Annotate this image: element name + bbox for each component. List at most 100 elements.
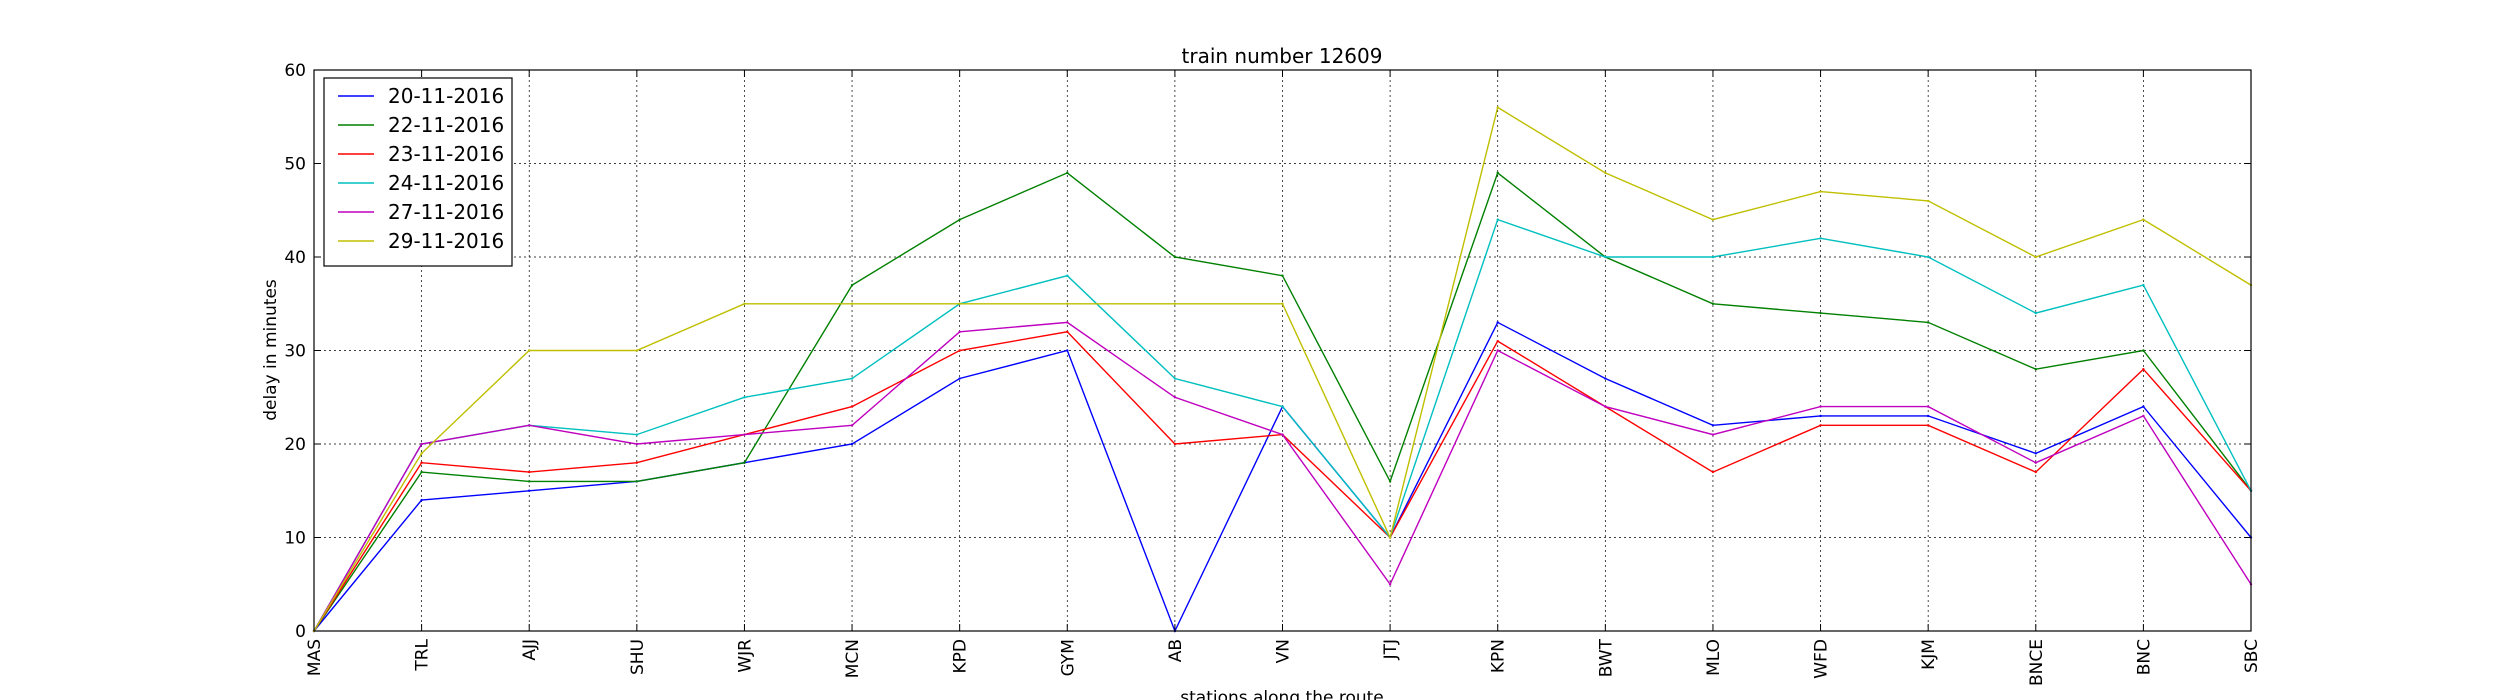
y-tick-label: 50 [284, 155, 306, 175]
data-point [635, 461, 639, 464]
data-point [1173, 396, 1177, 399]
data-point [1819, 311, 1822, 315]
x-tick-label: SHU [628, 639, 648, 675]
data-point [850, 283, 854, 287]
data-point [1926, 321, 1930, 324]
data-point [1711, 255, 1715, 259]
x-tick-label: KPD [951, 639, 971, 674]
data-point [1819, 405, 1822, 408]
chart-title: train number 12609 [1182, 44, 1383, 68]
data-point [2034, 311, 2037, 315]
data-point [1819, 237, 1822, 240]
legend-label: 24-11-2016 [388, 171, 504, 195]
data-point [635, 433, 639, 436]
y-tick-label: 20 [284, 435, 306, 455]
data-point [1819, 424, 1822, 427]
x-tick-label: TRL [413, 638, 433, 671]
legend-item: 27-11-2016 [338, 200, 504, 224]
legend-label: 29-11-2016 [388, 229, 504, 253]
data-point [1066, 171, 1069, 175]
x-tick-label: WJR [735, 639, 755, 673]
legend-label: 23-11-2016 [388, 142, 504, 166]
x-tick-label: JTJ [1381, 639, 1401, 660]
x-axis: MAS TRL AJJ SHU WJR MCN KPD GYM AB VN JTJ KPN BWT MLO… [305, 70, 2262, 686]
data-point [528, 489, 531, 492]
data-point [2142, 368, 2145, 371]
x-tick-label: BNCE [2027, 639, 2047, 686]
y-tick-label: 30 [284, 342, 306, 362]
y-axis-label: delay in minutes [261, 279, 281, 421]
data-point [1496, 339, 1499, 343]
data-point [1496, 321, 1499, 324]
x-tick-label: WFD [1812, 639, 1832, 679]
x-tick-label: MCN [843, 639, 863, 678]
data-point [1604, 255, 1607, 259]
legend-item: 22-11-2016 [338, 113, 504, 137]
data-point [2034, 368, 2037, 371]
data-point [2034, 461, 2037, 464]
data-point [2142, 405, 2145, 408]
data-point [1388, 536, 1392, 539]
data-point [1173, 302, 1177, 305]
data-point [958, 330, 961, 333]
data-point [528, 349, 531, 352]
data-point [1711, 424, 1715, 427]
x-tick-label: VN [1274, 639, 1294, 663]
data-point [1066, 330, 1069, 333]
data-point [743, 396, 746, 399]
data-point [528, 480, 531, 483]
x-tick-label: GYM [1058, 639, 1078, 676]
data-point [1388, 583, 1392, 586]
data-point [1496, 349, 1499, 352]
data-point [2034, 470, 2037, 474]
legend: 20-11-2016 22-11-2016 23-11-2016 24-11-2016… [323, 77, 513, 267]
data-point [1066, 274, 1069, 277]
data-point [850, 377, 854, 380]
legend-label: 22-11-2016 [388, 113, 504, 137]
data-point [1926, 255, 1930, 259]
x-axis-label: stations along the route [1180, 688, 1384, 700]
x-tick-label: AB [1166, 639, 1186, 662]
data-point [420, 498, 423, 502]
y-axis: 0 10 20 30 40 50 60 [284, 61, 2251, 642]
data-point [958, 218, 961, 221]
data-point [1066, 302, 1069, 305]
x-tick-label: KPN [1489, 639, 1509, 673]
legend-label: 20-11-2016 [388, 84, 504, 108]
x-tick-label: BWT [1596, 638, 1616, 677]
data-point [420, 442, 423, 446]
data-point [1066, 321, 1069, 324]
data-point [850, 442, 854, 446]
data-point [1926, 199, 1930, 203]
data-point [1281, 302, 1284, 305]
y-tick-label: 60 [284, 61, 306, 81]
x-tick-label: MAS [305, 639, 325, 676]
data-point [635, 480, 639, 483]
data-point [958, 302, 961, 305]
data-point [1281, 405, 1284, 408]
data-point [420, 470, 423, 474]
data-point [743, 433, 746, 436]
data-point [2142, 349, 2145, 352]
data-point [1281, 274, 1284, 277]
x-tick-label: KJM [1919, 639, 1939, 670]
data-point [743, 461, 746, 464]
legend-item: 29-11-2016 [338, 229, 504, 253]
data-point [850, 405, 854, 408]
data-point [1926, 424, 1930, 427]
data-point [1604, 377, 1607, 380]
x-tick-label: MLO [1704, 639, 1724, 676]
data-point [1496, 171, 1499, 175]
data-point [528, 470, 531, 474]
data-point [1173, 377, 1177, 380]
data-point [1281, 433, 1284, 436]
data-point [2142, 414, 2145, 418]
data-point [1819, 414, 1822, 418]
data-point [1711, 433, 1715, 436]
y-tick-label: 0 [295, 622, 306, 642]
data-point [1388, 480, 1392, 483]
data-point [420, 452, 423, 455]
data-point [1711, 302, 1715, 305]
data-point [1926, 414, 1930, 418]
data-point [635, 349, 639, 352]
